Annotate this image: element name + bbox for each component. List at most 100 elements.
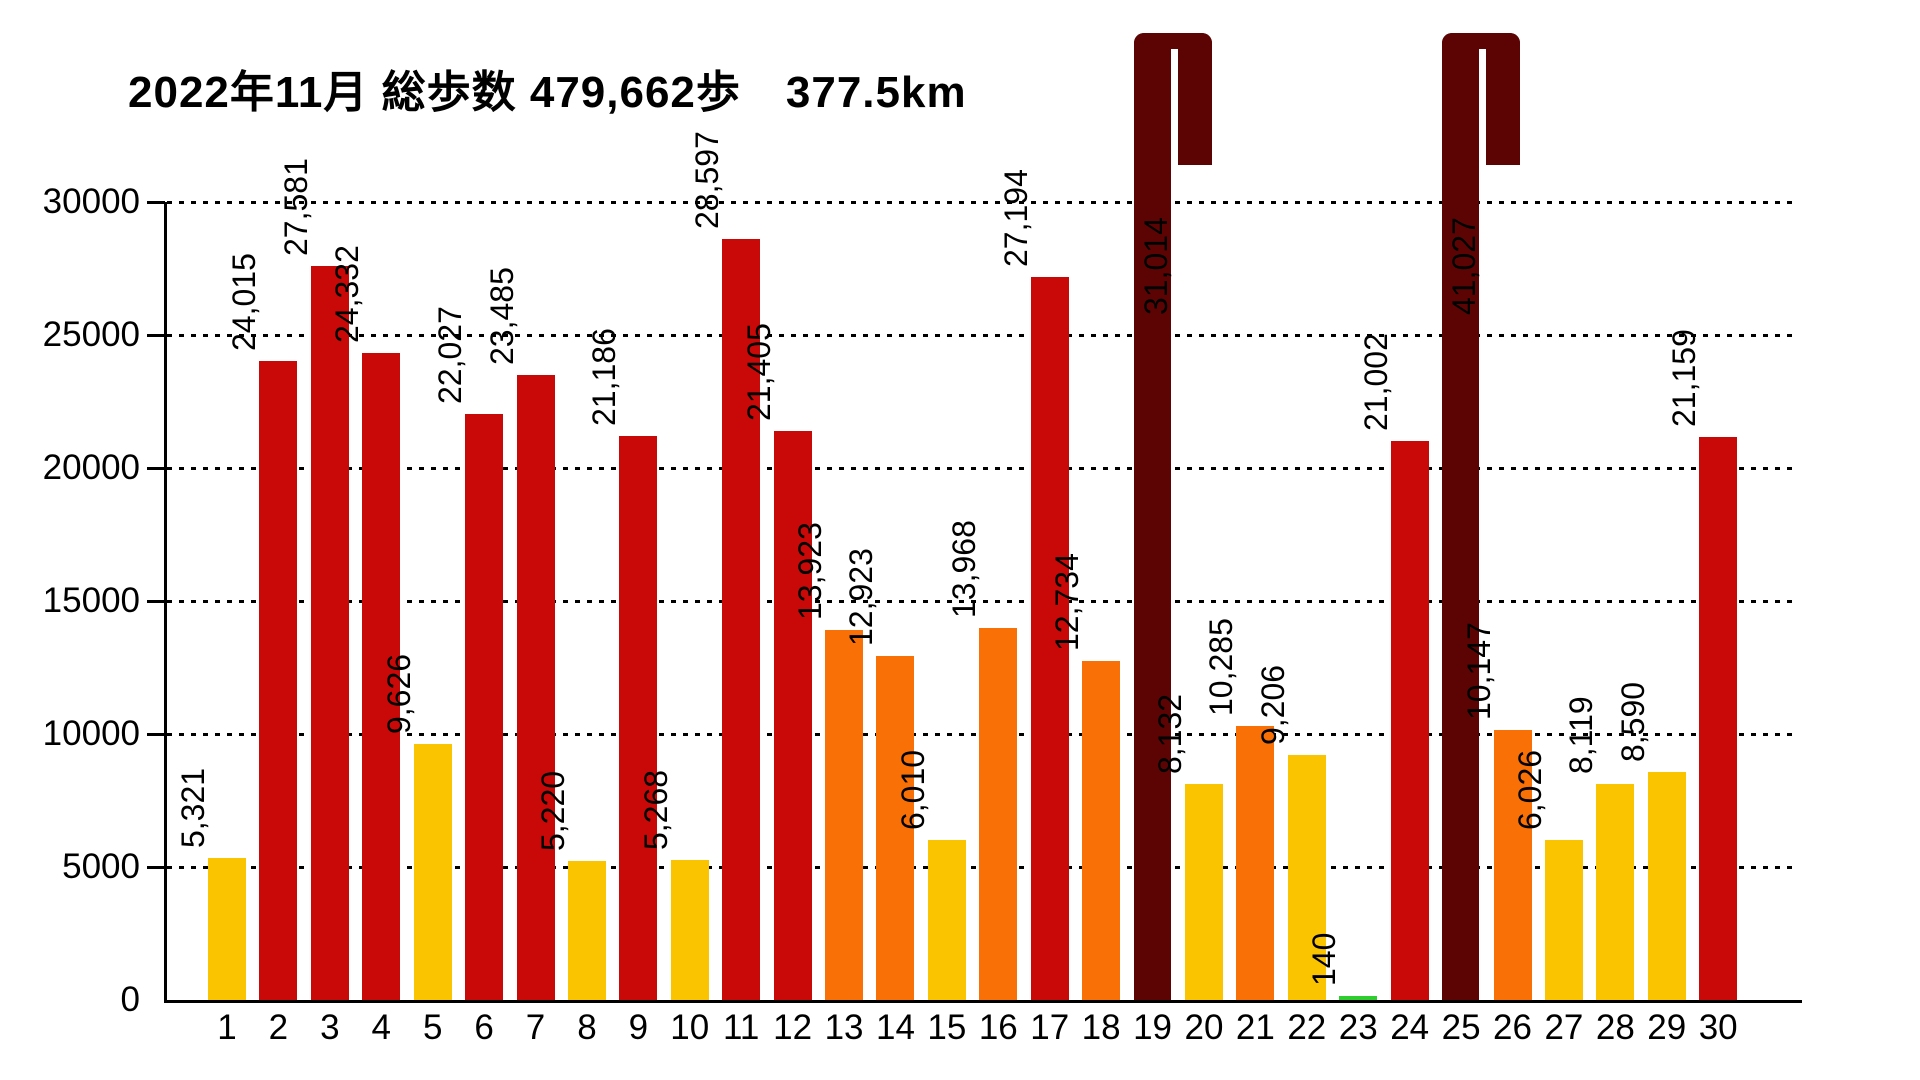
bar-value-label: 21,002	[1357, 333, 1394, 432]
bar-value-label: 5,321	[175, 768, 211, 849]
bar	[516, 375, 555, 1000]
x-tick-label: 1	[217, 1008, 237, 1047]
x-tick-label: 13	[824, 1008, 864, 1047]
bar	[1647, 771, 1686, 1000]
x-tick-label: 28	[1595, 1008, 1635, 1047]
x-tick-label: 8	[577, 1008, 597, 1047]
bar-value-label: 8,119	[1563, 696, 1600, 775]
bar-value-label: 24,332	[329, 244, 366, 343]
bar	[1596, 784, 1635, 1000]
x-axis	[164, 1000, 1802, 1003]
gridline	[167, 333, 1798, 337]
bar-value-label: 21,159	[1666, 329, 1703, 428]
bar-value-label: 5,268	[637, 769, 674, 850]
x-tick-label: 20	[1184, 1008, 1224, 1047]
bar-value-label: 10,285	[1203, 618, 1240, 717]
bar	[310, 266, 349, 1000]
y-tick-label: 15000	[42, 581, 140, 620]
y-tick-label: 25000	[42, 315, 140, 354]
bar	[208, 858, 246, 1000]
x-tick-label: 22	[1287, 1008, 1327, 1047]
bar-value-label: 9,626	[380, 653, 417, 734]
y-tick-label: 5000	[62, 847, 140, 886]
bar	[773, 430, 812, 1000]
bar	[259, 361, 298, 1000]
bar	[362, 352, 401, 1000]
y-tick-label: 10000	[42, 714, 140, 753]
bar-value-label: 24,015	[226, 253, 263, 352]
bar	[1082, 661, 1121, 1000]
bar-value-label: 140	[1306, 932, 1343, 986]
chart-title: 2022年11月 総歩数 479,662歩 377.5km	[128, 68, 967, 117]
x-tick-label: 18	[1081, 1008, 1121, 1047]
bar-value-label: 23,485	[483, 267, 520, 366]
bar	[927, 840, 966, 1000]
bar-value-label: 28,597	[689, 131, 726, 230]
bar	[1493, 730, 1532, 1000]
bar	[1030, 276, 1069, 1000]
bar-value-label: 21,405	[740, 322, 777, 421]
bar-value-label: 9,206	[1254, 665, 1291, 746]
bar-value-label: 6,026	[1511, 749, 1548, 830]
overflow-bar-column	[1133, 33, 1171, 1000]
y-axis	[164, 202, 167, 1001]
x-tick-label: 14	[875, 1008, 915, 1047]
x-tick-label: 17	[1030, 1008, 1070, 1047]
bar-value-label: 13,923	[792, 521, 829, 620]
overflow-bar-column	[1442, 33, 1480, 1000]
bar-value-label: 13,968	[946, 520, 983, 619]
bar-value-label: 22,027	[432, 306, 469, 405]
x-tick-label: 4	[371, 1008, 391, 1047]
bar-value-label: 12,923	[843, 548, 880, 647]
x-tick-label: 9	[628, 1008, 649, 1047]
y-tick	[147, 333, 165, 337]
y-tick	[147, 865, 165, 869]
x-tick-label: 10	[670, 1008, 710, 1047]
gridline	[167, 466, 1798, 470]
x-tick-label: 5	[422, 1008, 443, 1047]
y-tick	[147, 599, 165, 603]
bar	[1236, 726, 1275, 1000]
y-tick-label: 20000	[42, 448, 140, 487]
x-tick-label: 3	[320, 1008, 340, 1047]
x-tick-label: 21	[1235, 1008, 1275, 1047]
y-tick-label: 0	[120, 980, 140, 1019]
x-tick-label: 19	[1133, 1008, 1173, 1047]
bar-value-label: 27,581	[277, 158, 314, 257]
bar	[1699, 437, 1738, 1000]
bar	[1184, 783, 1223, 1000]
bar-value-label: 41,027	[1446, 217, 1483, 315]
y-tick	[147, 466, 165, 470]
x-tick-label: 7	[525, 1008, 546, 1047]
bar	[413, 743, 452, 1000]
x-tick-label: 25	[1441, 1008, 1481, 1047]
y-tick-label: 30000	[42, 182, 140, 221]
gridline	[167, 599, 1798, 603]
bar	[1544, 839, 1583, 1000]
overflow-bar-cap-lobe	[1177, 33, 1212, 165]
x-tick-label: 15	[927, 1008, 967, 1047]
y-tick	[147, 732, 165, 736]
x-tick-label: 11	[723, 1008, 760, 1047]
x-tick-label: 6	[474, 1008, 494, 1047]
bar	[1339, 996, 1378, 1000]
bar	[619, 436, 658, 1000]
bar	[979, 628, 1018, 1000]
bar	[825, 629, 864, 1000]
x-tick-label: 29	[1647, 1008, 1687, 1047]
overflow-bar-cap-lobe	[1486, 33, 1521, 165]
x-tick-label: 27	[1544, 1008, 1584, 1047]
bar-value-label: 31,014	[1137, 217, 1174, 315]
bar	[465, 414, 504, 1000]
bar	[1287, 755, 1326, 1000]
bar-value-label: 27,194	[997, 168, 1034, 267]
x-tick-label: 24	[1390, 1008, 1430, 1047]
x-tick-label: 30	[1698, 1008, 1738, 1047]
y-tick	[147, 200, 165, 204]
bar-value-label: 12,734	[1049, 553, 1086, 652]
bar	[567, 861, 606, 1000]
gridline	[167, 200, 1798, 204]
bar-value-label: 5,220	[534, 771, 571, 852]
bar-value-label: 10,147	[1460, 622, 1497, 721]
